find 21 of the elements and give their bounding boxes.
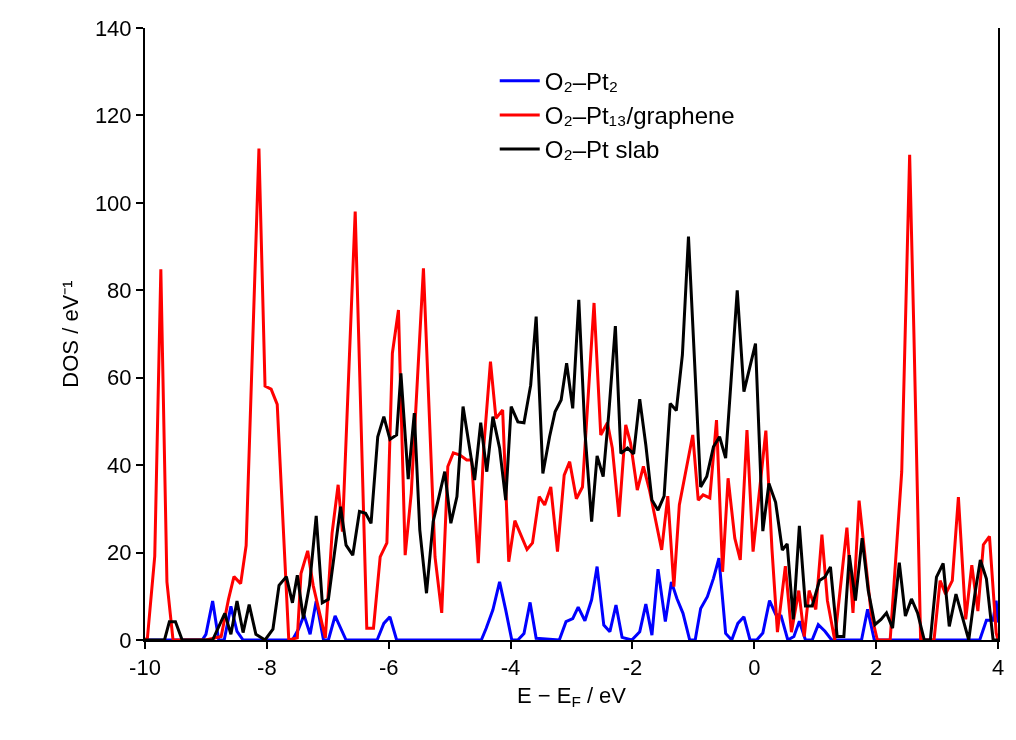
- y-tick-label: 120: [94, 103, 132, 129]
- x-tick-label: -2: [622, 655, 643, 681]
- x-axis-title: E − E$_{F}$ / eV: [516, 682, 627, 711]
- y-tick-label: 100: [94, 190, 132, 216]
- legend-label: O₂–Pt₁₃/graphene: [544, 102, 735, 130]
- x-tick-label: 4: [991, 655, 1005, 681]
- y-axis-title: DOS / eV⁻¹: [58, 280, 84, 388]
- y-tick-label: 20: [107, 540, 132, 566]
- x-tick-label: -8: [257, 655, 277, 681]
- x-tick-label: -4: [500, 655, 521, 681]
- legend-label: O₂–Pt₂: [544, 68, 619, 96]
- y-tick-label: 80: [107, 277, 132, 303]
- y-tick-label: 60: [107, 365, 132, 391]
- y-tick-label: 140: [94, 15, 132, 41]
- x-tick-label: 2: [870, 655, 883, 681]
- y-tick-label: 40: [107, 452, 132, 478]
- x-tick-label: 0: [748, 655, 761, 681]
- y-tick-label: 0: [119, 627, 132, 653]
- x-tick-label: -6: [378, 655, 399, 681]
- legend-label: O₂–Pt slab: [544, 136, 660, 164]
- x-tick-label: -10: [129, 655, 161, 681]
